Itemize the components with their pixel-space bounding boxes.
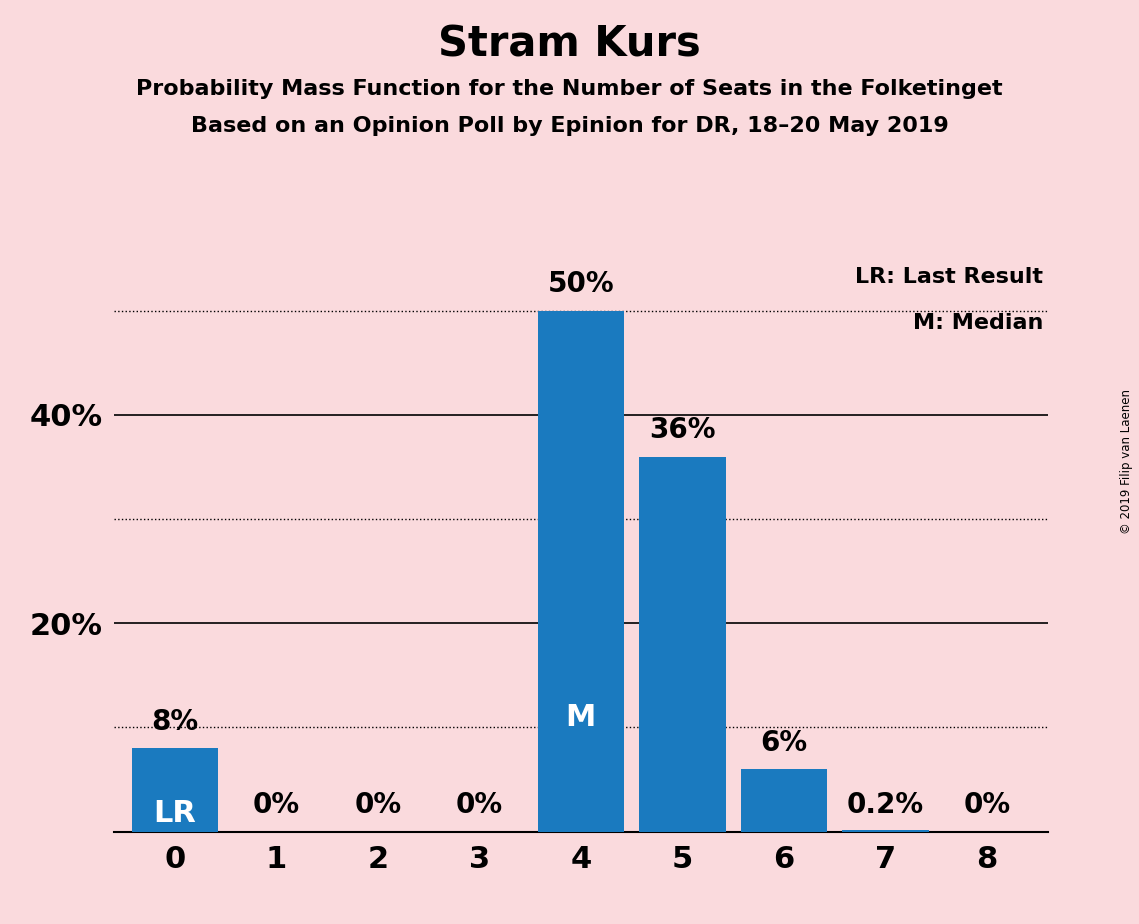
Text: 8%: 8% (151, 708, 198, 736)
Bar (538, 310, 624, 832)
Bar (843, 830, 928, 832)
Text: 50%: 50% (548, 271, 614, 298)
Bar (740, 769, 827, 832)
Bar (132, 748, 218, 832)
Text: 0%: 0% (964, 791, 1010, 819)
Text: 0%: 0% (456, 791, 503, 819)
Text: M: M (566, 702, 596, 732)
Bar (639, 456, 726, 832)
Text: LR: Last Result: LR: Last Result (855, 267, 1043, 287)
Text: M: Median: M: Median (912, 313, 1043, 334)
Text: 0%: 0% (354, 791, 401, 819)
Text: Based on an Opinion Poll by Epinion for DR, 18–20 May 2019: Based on an Opinion Poll by Epinion for … (190, 116, 949, 136)
Text: 0%: 0% (253, 791, 300, 819)
Text: 36%: 36% (649, 416, 715, 444)
Text: Stram Kurs: Stram Kurs (439, 23, 700, 65)
Text: © 2019 Filip van Laenen: © 2019 Filip van Laenen (1121, 390, 1133, 534)
Text: LR: LR (154, 798, 196, 828)
Text: Probability Mass Function for the Number of Seats in the Folketinget: Probability Mass Function for the Number… (137, 79, 1002, 99)
Text: 6%: 6% (761, 729, 808, 757)
Text: 0.2%: 0.2% (847, 791, 924, 819)
